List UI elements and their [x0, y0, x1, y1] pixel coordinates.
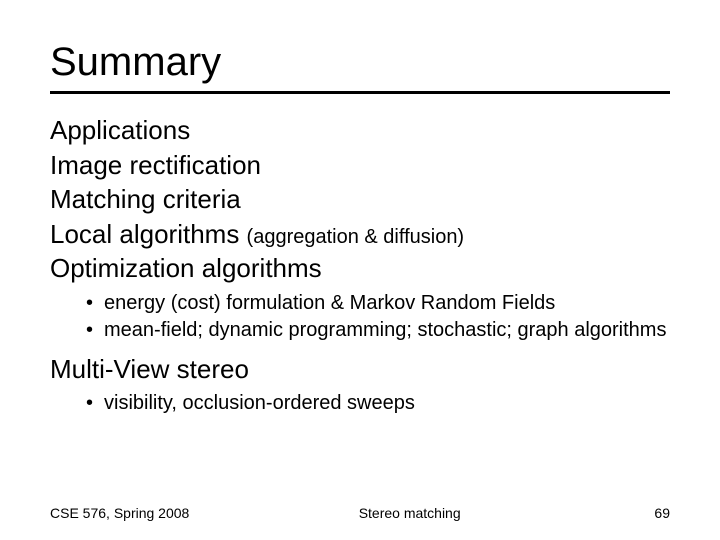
slide: Summary Applications Image rectification…	[0, 0, 720, 540]
body-line-local-algorithms: Local algorithms (aggregation & diffusio…	[50, 218, 670, 251]
footer-center: Stereo matching	[189, 505, 630, 521]
body-line-local-paren: (aggregation & diffusion)	[247, 226, 465, 248]
bullets-optimization: energy (cost) formulation & Markov Rando…	[50, 291, 670, 343]
footer-page-number: 69	[630, 505, 670, 521]
body-line-optimization: Optimization algorithms	[50, 252, 670, 285]
bullets-multiview: visibility, occlusion-ordered sweeps	[50, 391, 670, 416]
body-line-applications: Applications	[50, 114, 670, 147]
slide-title: Summary	[50, 40, 670, 94]
body-line-multiview: Multi-View stereo	[50, 353, 670, 386]
footer: CSE 576, Spring 2008 Stereo matching 69	[50, 505, 670, 522]
body-line-local-main: Local algorithms	[50, 219, 247, 249]
bullet-item: visibility, occlusion-ordered sweeps	[86, 391, 670, 416]
bullet-item: mean-field; dynamic programming; stochas…	[86, 318, 670, 343]
footer-left: CSE 576, Spring 2008	[50, 505, 189, 522]
body-line-matching: Matching criteria	[50, 183, 670, 216]
body-line-rectification: Image rectification	[50, 149, 670, 182]
bullet-item: energy (cost) formulation & Markov Rando…	[86, 291, 670, 316]
